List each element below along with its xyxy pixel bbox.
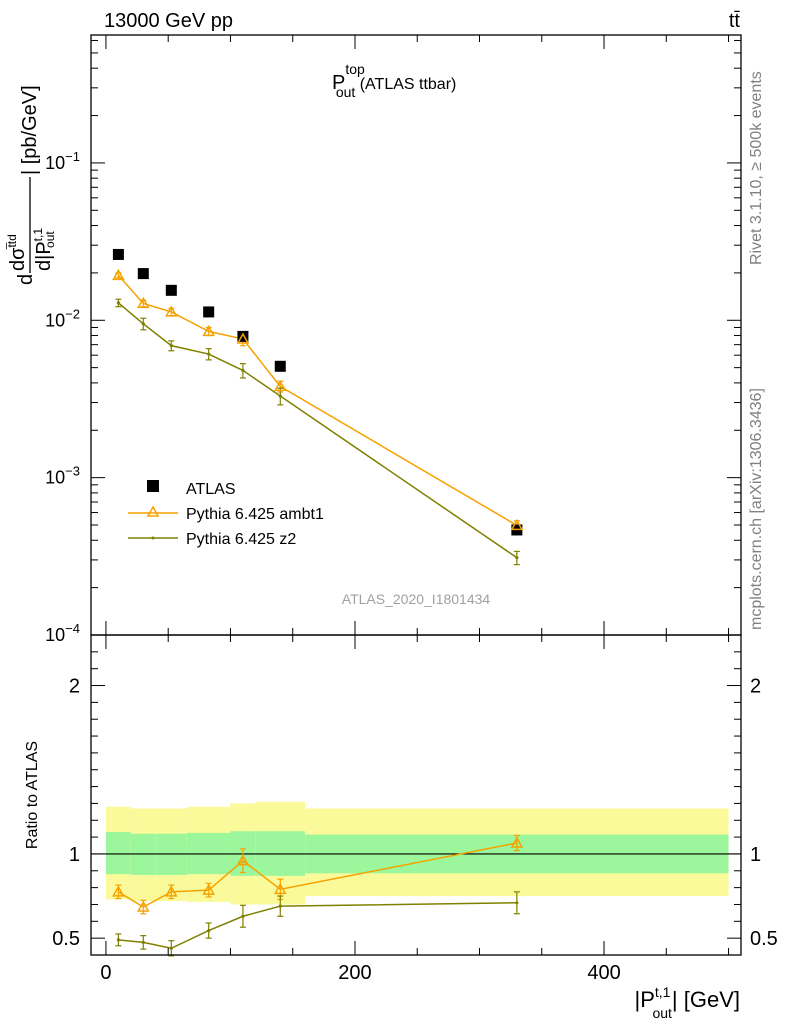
svg-text:| [pb/GeV]: | [pb/GeV] <box>19 85 41 175</box>
ambt1-ratio-point <box>510 836 524 848</box>
atlas-point <box>112 248 124 260</box>
ambt1-ratio-point <box>165 885 178 897</box>
main-y-axis-label: d dσt̅td d|Pt,1out | [pb/GeV] <box>5 85 57 285</box>
ratio-y-axis-label: Ratio to ATLAS <box>24 741 41 849</box>
x-axis-label: |Pt,1 out| [GeV] <box>634 984 740 1021</box>
z2-point <box>116 301 120 305</box>
ambt1-ratio-point <box>112 885 125 897</box>
ratio-panel-axis-ticks: 0.5 0.5 1 1 2 2 0 200 400 <box>52 635 778 984</box>
x-tick-label: 400 <box>587 962 620 984</box>
z2-ratio-point <box>515 901 519 905</box>
y-tick-label: 10−3 <box>45 464 80 488</box>
plot-title: Ptop out (ATLAS ttbar) <box>332 61 456 100</box>
z2-point <box>207 352 211 356</box>
mcplots-label: mcplots.cern.ch [arXiv:1306.3436] <box>748 388 765 630</box>
ratio-line <box>118 902 517 950</box>
ambt1-point <box>165 305 178 317</box>
z2-ratio-point <box>278 904 282 908</box>
z2-point <box>141 322 145 326</box>
main-panel-series <box>112 248 524 566</box>
atlas-point <box>274 360 286 372</box>
y-tick-label: 10−1 <box>45 149 80 173</box>
z2-ratio-point <box>116 938 120 942</box>
legend: ATLAS Pythia 6.425 ambt1 Pythia 6.425 z2 <box>128 480 324 548</box>
atlas-point <box>137 268 149 280</box>
svg-text:d: d <box>15 274 37 285</box>
z2-ratio-point <box>207 928 211 933</box>
ratio-panel-series <box>112 834 524 957</box>
legend-marker-atlas <box>147 480 159 492</box>
svg-text:d|Pt,1out: d|Pt,1out <box>31 228 57 271</box>
ambt1-point <box>273 379 287 392</box>
ambt1-ratio-point <box>236 854 250 866</box>
series-line <box>117 274 518 527</box>
rivet-label: Rivet 3.1.10, ≥ 500k events <box>748 71 765 265</box>
atlas-point <box>165 284 177 296</box>
ambt1-ratio-point <box>202 883 215 895</box>
x-tick-label: 0 <box>100 962 111 984</box>
legend-marker-ambt1 <box>146 505 160 517</box>
ambt1-point <box>236 332 250 344</box>
ratio-y-tick-label: 1 <box>69 844 80 866</box>
ambt1-point <box>202 324 215 337</box>
z2-ratio-point <box>241 914 245 918</box>
ratio-panel-frame <box>90 634 742 956</box>
energy-label: 13000 GeV pp <box>104 10 233 32</box>
ambt1-ratio-point <box>137 900 150 912</box>
ratio-y-tick-label-right: 1 <box>750 844 761 866</box>
ambt1-point <box>510 518 524 531</box>
atlas-point <box>203 306 215 318</box>
process-label: tt̄ <box>729 10 741 32</box>
y-tick-label: 10−2 <box>45 306 80 330</box>
z2-point <box>241 368 245 373</box>
legend-label-ambt1: Pythia 6.425 ambt1 <box>186 506 324 523</box>
z2-ratio-point <box>169 946 173 950</box>
legend-marker-z2 <box>151 536 155 540</box>
ambt1-point <box>137 296 150 309</box>
ratio-y-tick-label: 2 <box>69 676 80 698</box>
ambt1-ratio-point <box>273 882 287 895</box>
z2-point <box>278 394 282 398</box>
y-tick-label: 10−4 <box>45 621 80 645</box>
ratio-y-tick-label-right: 2 <box>750 676 761 698</box>
ratio-y-tick-label: 0.5 <box>52 928 80 950</box>
ratio-panel-bands <box>91 801 741 905</box>
main-panel-axis-ticks: 10−1 10−2 10−3 10−4 <box>45 35 741 645</box>
x-tick-label: 200 <box>338 962 371 984</box>
atlas-point <box>237 330 249 342</box>
z2-point <box>169 344 173 348</box>
ratio-y-tick-label-right: 0.5 <box>750 928 778 950</box>
analysis-label: ATLAS_2020_I1801434 <box>342 591 491 607</box>
svg-text:dσt̅td: dσt̅td <box>5 234 29 271</box>
ambt1-point <box>112 268 125 281</box>
z2-point <box>515 556 519 560</box>
z2-ratio-point <box>141 940 145 944</box>
legend-label-z2: Pythia 6.425 z2 <box>186 531 296 548</box>
legend-label-atlas: ATLAS <box>186 481 236 498</box>
inner-uncertainty-band <box>105 832 131 875</box>
